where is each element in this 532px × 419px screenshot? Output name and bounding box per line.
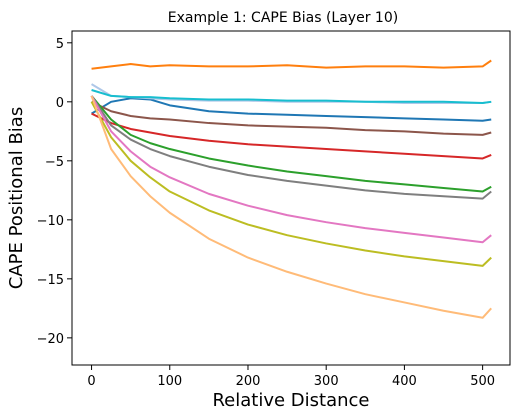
x-tick-label: 400 [392,374,417,389]
series-line-8 [90,95,492,244]
x-tick-label: 300 [314,374,339,389]
y-tick-label: −15 [37,273,64,288]
series-line-5 [91,112,492,160]
series-layer [90,59,492,319]
series-line-0 [91,59,492,70]
y-axis-label: CAPE Positional Bias [6,107,27,289]
series-line-4 [91,100,492,136]
series-line-6 [90,95,492,193]
plot-frame [71,30,511,366]
x-tick-label: 100 [157,374,182,389]
chart-title: Example 1: CAPE Bias (Layer 10) [168,10,398,26]
series-line-7 [90,95,492,200]
x-tick-label: 200 [236,374,261,389]
series-line-1 [91,97,492,122]
y-tick-label: −20 [37,332,64,347]
x-tick-label: 500 [470,374,495,389]
series-line-10 [90,95,492,319]
y-tick-label: 5 [56,37,64,52]
x-axis-label: Relative Distance [212,390,369,411]
series-line-3 [91,89,492,104]
series-line-9 [90,101,492,267]
x-tick-label: 0 [87,374,95,389]
y-tick-label: 0 [56,96,64,111]
y-tick-label: −10 [37,214,64,229]
y-axis-ticks: 5 0 −5 −10 −15 −20 [37,37,72,347]
x-axis-ticks: 0 100 200 300 400 500 [87,365,495,389]
y-tick-label: −5 [45,155,64,170]
